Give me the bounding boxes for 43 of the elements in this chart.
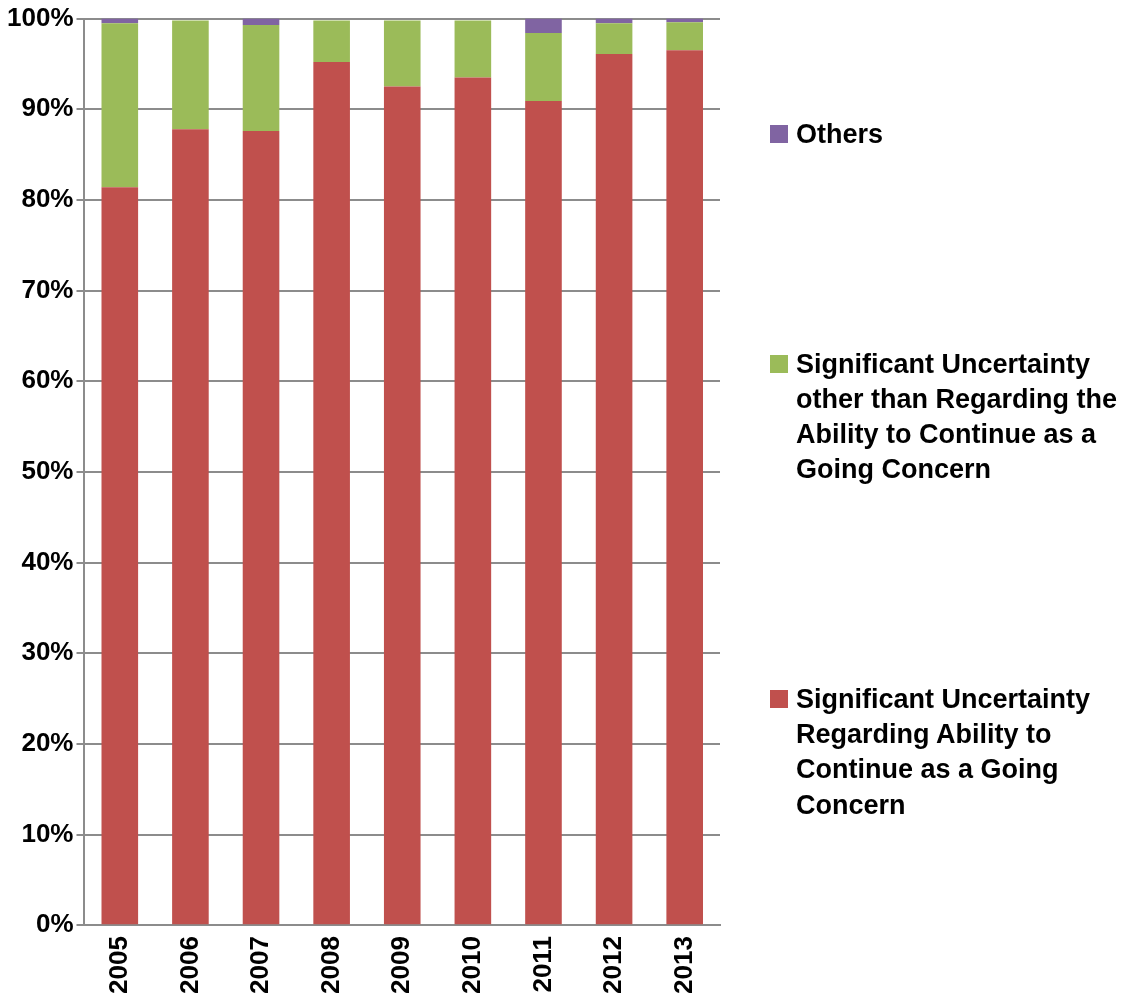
x-tick-label: 2008 — [314, 936, 345, 994]
y-tick-label: 100% — [7, 1, 74, 32]
bar — [313, 62, 350, 925]
bar — [101, 23, 139, 188]
legend-label: Others — [796, 118, 884, 152]
bar — [383, 20, 421, 87]
x-tick-label: 2006 — [173, 936, 204, 994]
x-tick-label: 2005 — [102, 936, 133, 994]
bar — [242, 18, 280, 25]
y-tick-label: 90% — [21, 92, 74, 123]
y-tick-label: 30% — [21, 636, 74, 667]
x-tick-label: 2010 — [456, 936, 487, 994]
x-tick-label: 2007 — [244, 936, 275, 994]
y-tick-label: 40% — [21, 545, 74, 576]
bar — [525, 18, 562, 34]
bar — [101, 187, 139, 925]
bar — [172, 129, 209, 925]
y-tick-label: 20% — [21, 727, 74, 758]
y-tick-label: 60% — [21, 364, 74, 395]
bar — [525, 33, 562, 102]
bar — [172, 20, 209, 130]
y-tick-label: 0% — [35, 908, 74, 939]
bar — [666, 50, 703, 925]
bar — [242, 131, 280, 925]
bar — [525, 101, 562, 925]
bar — [313, 20, 350, 63]
bar — [595, 53, 633, 925]
x-tick-label: 2013 — [667, 936, 698, 994]
legend-label: Significant Uncertainty Regarding Ability to Continue as a Going Concern — [796, 683, 1092, 822]
bar — [595, 23, 633, 54]
bar — [383, 86, 421, 925]
bar — [242, 24, 280, 132]
bar — [454, 20, 492, 78]
bar — [666, 22, 703, 51]
y-tick-label: 10% — [21, 817, 74, 848]
legend-label: Significant Uncertainty other than Regarding the Ability to Continue as a Going Concern — [796, 348, 1118, 487]
x-tick-label: 2009 — [385, 936, 416, 994]
y-tick-label: 70% — [21, 273, 74, 304]
x-tick-label: 2011 — [526, 936, 557, 993]
y-tick-label: 50% — [21, 455, 74, 486]
x-tick-label: 2012 — [597, 936, 628, 994]
bar — [454, 77, 492, 925]
y-tick-label: 80% — [21, 183, 74, 214]
